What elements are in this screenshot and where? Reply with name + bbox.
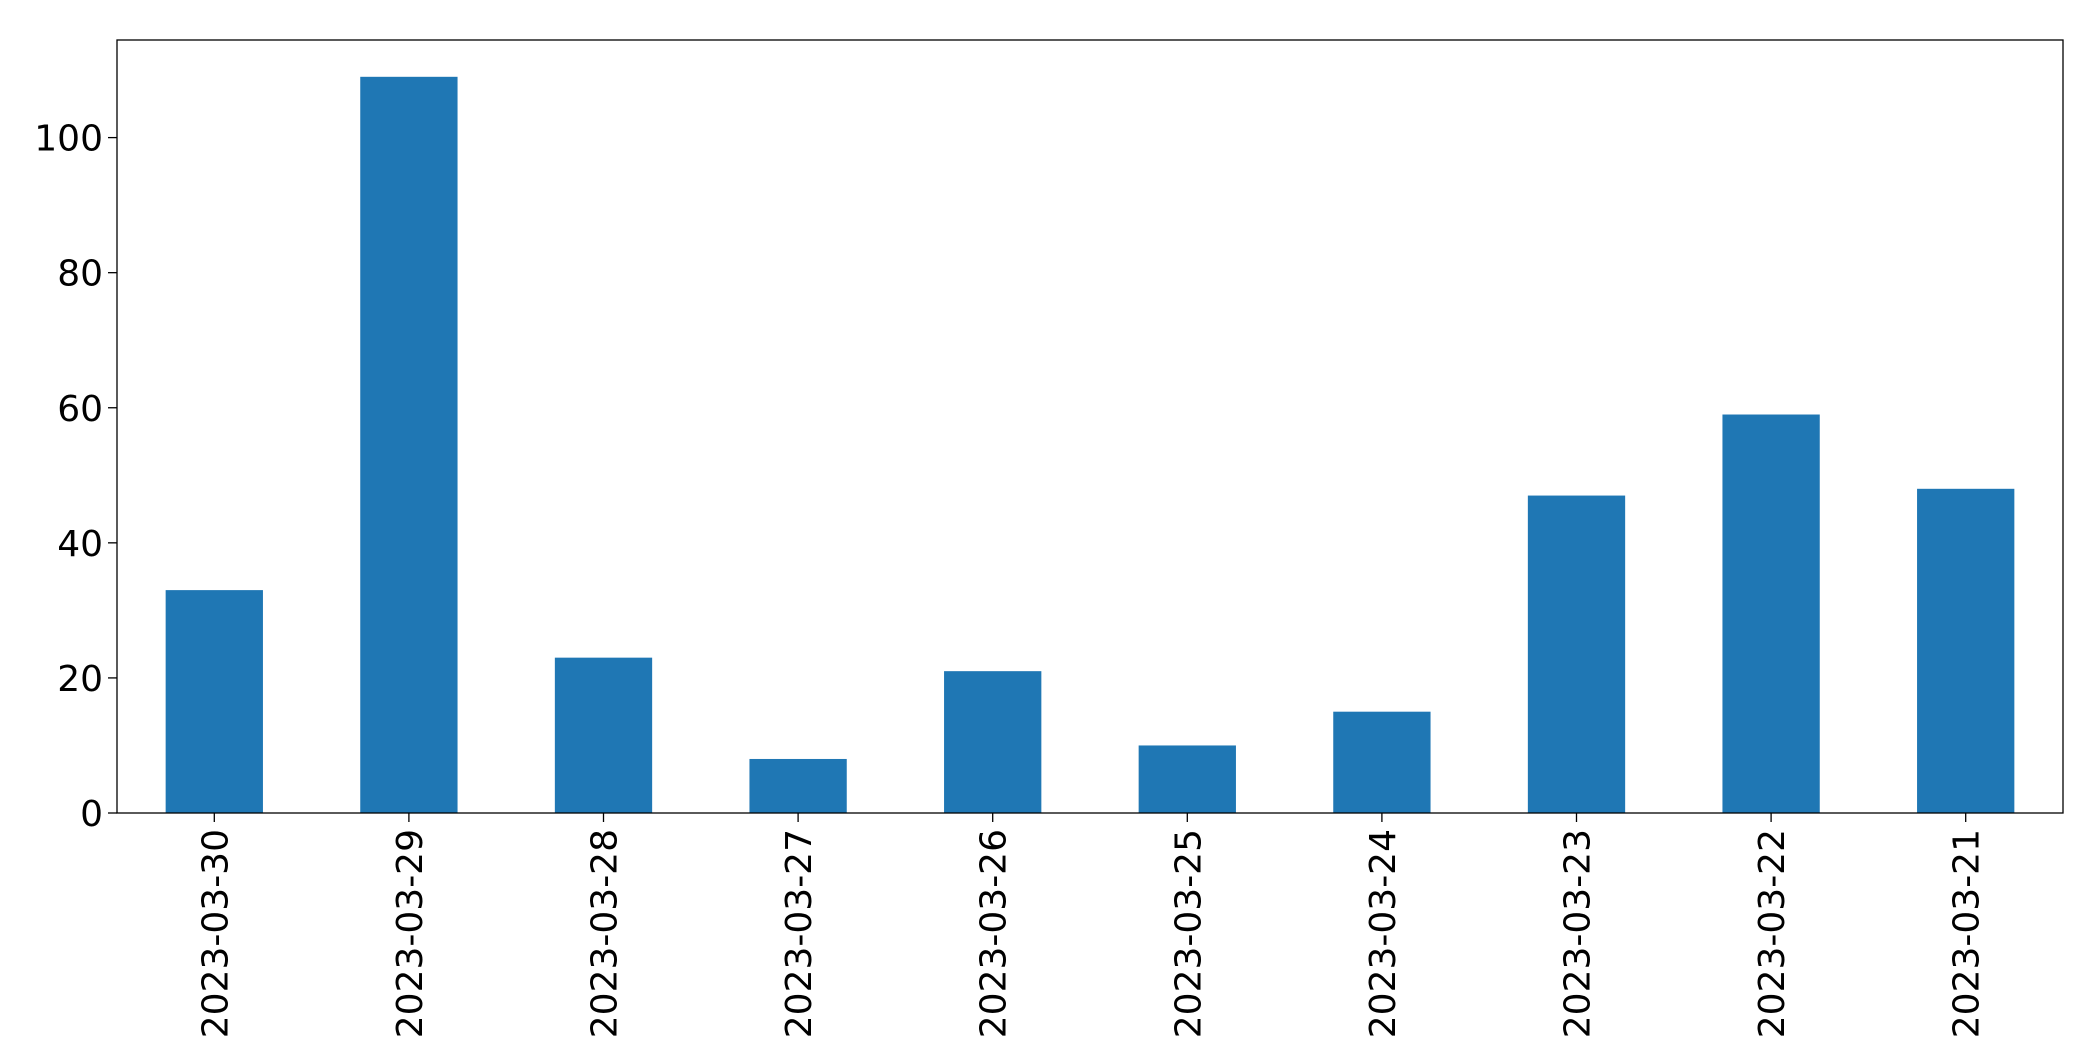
bar [1138,745,1236,813]
x-tick-label: 2023-03-22 [1752,829,1793,1038]
y-tick-label: 20 [57,659,103,700]
x-tick-label: 2023-03-26 [974,829,1015,1038]
bar [1333,711,1431,813]
x-tick-label: 2023-03-25 [1168,829,1209,1038]
bar [1722,414,1820,813]
x-tick-label: 2023-03-23 [1558,829,1599,1038]
y-tick-label: 40 [57,524,103,565]
x-tick-label: 2023-03-30 [195,829,236,1038]
bar [554,657,653,813]
x-tick-label: 2023-03-28 [585,829,626,1038]
bar [360,76,458,814]
x-tick-label: 2023-03-29 [390,829,431,1038]
x-tick-label: 2023-03-21 [1947,829,1988,1038]
plot-frame [116,39,2064,814]
bar [1527,495,1626,813]
bar [165,590,263,813]
x-tick-label: 2023-03-27 [779,829,820,1038]
y-tick-label: 80 [57,254,103,295]
bar [944,671,1042,813]
bar [749,758,847,813]
y-tick-label: 60 [57,389,103,430]
y-tick-label: 0 [80,794,103,835]
y-tick-label: 100 [34,119,103,160]
bar [1917,488,2015,813]
x-tick-label: 2023-03-24 [1363,829,1404,1038]
